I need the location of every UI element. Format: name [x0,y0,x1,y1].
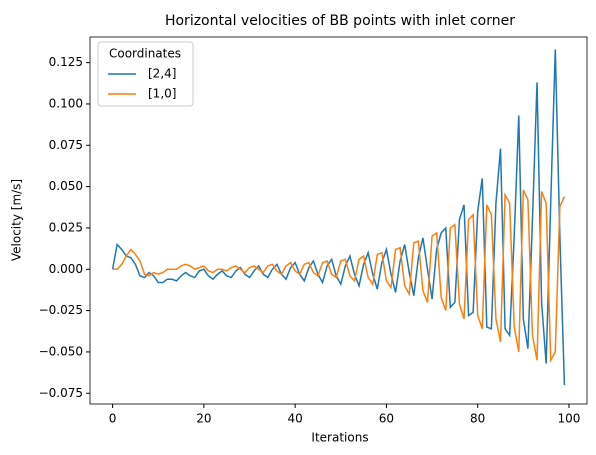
x-tick-label: 100 [558,412,581,426]
chart-title: Horizontal velocities of BB points with … [165,13,515,29]
legend-title: Coordinates [109,47,181,61]
series-line [111,49,566,386]
x-axis-label: Iterations [311,431,368,445]
y-tick-label: −0.025 [39,303,83,317]
y-tick-label: −0.050 [39,344,83,358]
series-line [112,189,566,363]
x-tick-label: 60 [379,412,394,426]
y-tick-label: 0.025 [49,220,83,234]
y-tick-label: 0.000 [49,262,83,276]
x-tick-label: 80 [470,412,485,426]
y-tick-label: 0.050 [49,179,83,193]
x-tick-label: 20 [196,412,211,426]
legend-box [97,41,194,107]
y-axis-label: Velocity [m/s] [10,179,24,261]
x-tick-label: 40 [288,412,303,426]
y-tick-label: −0.075 [39,386,83,400]
y-tick-label: 0.075 [49,138,83,152]
y-tick-label: 0.125 [49,55,83,69]
y-tick-label: 0.100 [49,96,83,110]
legend-label: [1,0] [148,87,176,101]
x-tick-label: 0 [109,412,117,426]
legend-label: [2,4] [148,67,176,81]
plot-frame [89,36,588,405]
